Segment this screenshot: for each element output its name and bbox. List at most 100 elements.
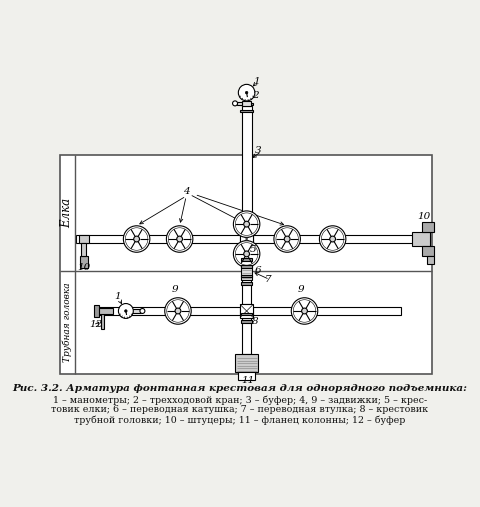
Text: 5: 5: [250, 245, 256, 254]
Bar: [94, 305, 98, 317]
Bar: [182, 232, 185, 246]
Bar: [241, 320, 252, 322]
Bar: [299, 304, 302, 318]
Bar: [422, 246, 433, 256]
Bar: [132, 233, 141, 245]
Circle shape: [301, 308, 307, 314]
Circle shape: [244, 251, 250, 257]
Bar: [240, 304, 253, 317]
Text: трубной головки; 10 – штуцеры; 11 – фланец колонны; 12 – буфер: трубной головки; 10 – штуцеры; 11 – флан…: [74, 415, 406, 425]
Bar: [253, 307, 401, 315]
Text: 11: 11: [241, 376, 255, 385]
Text: 1: 1: [114, 292, 121, 301]
Text: 10: 10: [417, 212, 430, 221]
Circle shape: [319, 226, 346, 252]
Bar: [281, 232, 285, 246]
Bar: [60, 155, 432, 374]
Bar: [241, 275, 252, 277]
Circle shape: [134, 236, 140, 242]
Bar: [98, 308, 113, 314]
Circle shape: [274, 226, 300, 252]
Text: 7: 7: [265, 275, 271, 284]
Text: 1 – манометры; 2 – трехходовой кран; 3 – буфер; 4, 9 – задвижки; 5 – крес-: 1 – манометры; 2 – трехходовой кран; 3 –…: [53, 395, 427, 405]
Bar: [97, 307, 240, 315]
Text: 2: 2: [252, 91, 258, 100]
Bar: [237, 102, 242, 105]
Bar: [283, 233, 291, 245]
Circle shape: [175, 308, 181, 314]
Circle shape: [233, 241, 260, 267]
Text: 12: 12: [89, 320, 103, 329]
Text: Елка: Елка: [60, 198, 73, 228]
Circle shape: [119, 304, 133, 318]
Bar: [239, 219, 254, 222]
Bar: [239, 372, 255, 380]
Bar: [174, 305, 182, 317]
Bar: [81, 243, 86, 256]
Bar: [176, 233, 184, 245]
Bar: [174, 232, 177, 246]
Circle shape: [233, 211, 260, 237]
Bar: [131, 309, 141, 313]
Bar: [241, 266, 252, 268]
Bar: [76, 235, 240, 243]
Bar: [289, 232, 293, 246]
Circle shape: [239, 84, 255, 101]
Bar: [335, 232, 338, 246]
Bar: [241, 106, 252, 221]
Bar: [242, 317, 251, 354]
Text: 9: 9: [298, 285, 304, 295]
Bar: [172, 304, 176, 318]
Circle shape: [330, 236, 336, 242]
Circle shape: [245, 91, 248, 94]
Bar: [240, 214, 253, 216]
Text: 6: 6: [255, 266, 262, 275]
Bar: [241, 258, 252, 261]
Bar: [328, 233, 337, 245]
Bar: [139, 232, 143, 246]
Bar: [80, 256, 88, 268]
Text: 1: 1: [253, 77, 260, 86]
Bar: [253, 235, 430, 243]
Bar: [307, 304, 310, 318]
Bar: [239, 257, 254, 260]
Bar: [327, 232, 330, 246]
Bar: [240, 222, 253, 224]
Bar: [300, 305, 309, 317]
Circle shape: [140, 308, 145, 313]
Bar: [241, 220, 252, 228]
Circle shape: [291, 298, 318, 324]
Circle shape: [177, 236, 182, 242]
Circle shape: [244, 221, 250, 227]
Text: 10: 10: [77, 263, 90, 272]
Bar: [241, 313, 252, 315]
Text: товик елки; 6 – переводная катушка; 7 – переводная втулка; 8 – крестовик: товик елки; 6 – переводная катушка; 7 – …: [51, 405, 429, 414]
Circle shape: [123, 226, 150, 252]
Bar: [242, 260, 251, 304]
Circle shape: [167, 226, 193, 252]
Bar: [241, 250, 252, 258]
Circle shape: [284, 236, 290, 242]
Bar: [79, 235, 89, 243]
Bar: [427, 256, 433, 264]
Text: Трубная головка: Трубная головка: [62, 283, 72, 363]
Bar: [422, 223, 433, 232]
Bar: [239, 227, 254, 230]
Bar: [240, 232, 253, 246]
Text: 8: 8: [252, 317, 258, 326]
Bar: [101, 314, 104, 329]
Text: Рис. 3.2. Арматура фонтанная крестовая для однорядного подъемника:: Рис. 3.2. Арматура фонтанная крестовая д…: [12, 384, 468, 393]
Circle shape: [125, 310, 127, 312]
Bar: [180, 304, 184, 318]
Bar: [241, 263, 252, 279]
Bar: [239, 248, 254, 251]
Circle shape: [232, 101, 238, 106]
Bar: [240, 110, 253, 113]
Bar: [242, 101, 251, 106]
Bar: [412, 232, 430, 246]
Circle shape: [165, 298, 191, 324]
Bar: [241, 282, 252, 284]
Text: 4: 4: [183, 187, 190, 196]
Bar: [235, 354, 258, 372]
Text: 3: 3: [255, 147, 262, 156]
